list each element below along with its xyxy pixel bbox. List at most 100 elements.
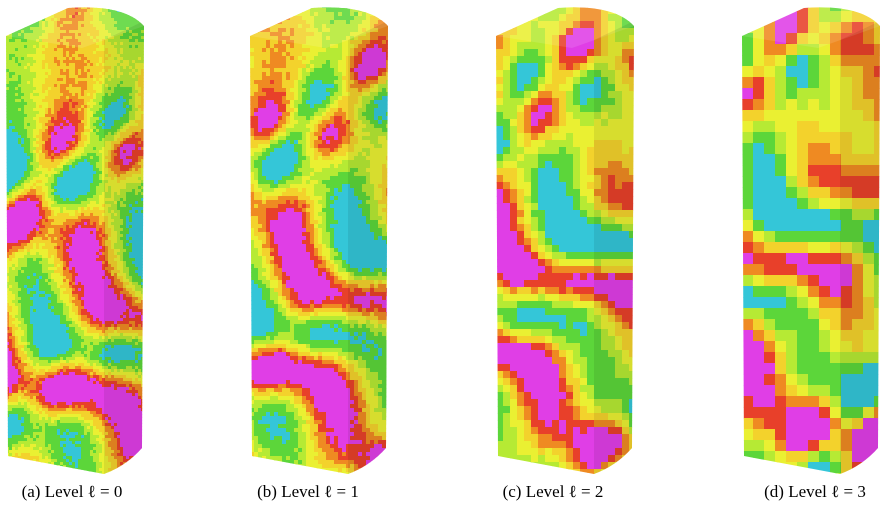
- texture-cell: [78, 156, 82, 160]
- texture-cell: [99, 294, 103, 298]
- texture-cell: [27, 78, 31, 82]
- texture-cell: [15, 141, 19, 145]
- texture-cell: [51, 165, 55, 169]
- texture-cell: [90, 174, 94, 178]
- texture-cell: [51, 153, 55, 157]
- texture-cell: [36, 237, 40, 241]
- texture-cell: [18, 63, 22, 67]
- texture-cell: [81, 225, 85, 229]
- texture-cell: [69, 186, 73, 190]
- texture-cell: [27, 129, 31, 133]
- texture-cell: [15, 93, 19, 97]
- texture-cell: [30, 6, 34, 10]
- texture-cell: [123, 6, 127, 10]
- texture-cell: [78, 75, 82, 79]
- texture-cell: [9, 69, 13, 73]
- texture-cell: [63, 72, 67, 76]
- texture-cell: [18, 3, 22, 7]
- texture-cell: [36, 285, 40, 289]
- texture-cell: [54, 309, 58, 313]
- texture-cell: [96, 96, 100, 100]
- texture-cell: [18, 126, 22, 130]
- texture-cell: [39, 99, 43, 103]
- texture-cell: [57, 123, 61, 127]
- texture-cell: [90, 300, 94, 304]
- texture-cell: [45, 84, 49, 88]
- texture-cell: [75, 285, 79, 289]
- texture-cell: [39, 249, 43, 253]
- texture-cell: [15, 54, 19, 58]
- texture-cell: [9, 126, 13, 130]
- texture-cell: [9, 72, 13, 76]
- texture-cell: [6, 273, 10, 277]
- texture-cell: [99, 231, 103, 235]
- texture-cell: [27, 240, 31, 244]
- texture-cell: [30, 150, 34, 154]
- texture-cell: [48, 75, 52, 79]
- texture-cell: [42, 63, 46, 67]
- texture-cell: [27, 18, 31, 22]
- texture-cell: [27, 75, 31, 79]
- texture-cell: [93, 63, 97, 67]
- texture-cell: [33, 294, 37, 298]
- texture-cell: [24, 147, 28, 151]
- texture-cell: [9, 300, 13, 304]
- texture-cell: [21, 273, 25, 277]
- texture-cell: [93, 162, 97, 166]
- texture-cell: [12, 12, 16, 16]
- texture-cell: [51, 231, 55, 235]
- texture-cell: [21, 258, 25, 262]
- texture-cell: [6, 183, 10, 187]
- texture-cell: [9, 294, 13, 298]
- texture-cell: [33, 15, 37, 19]
- texture-cell: [51, 204, 55, 208]
- texture-cell: [27, 201, 31, 205]
- texture-cell: [21, 249, 25, 253]
- texture-cell: [39, 243, 43, 247]
- texture-cell: [75, 99, 79, 103]
- texture-cell: [63, 66, 67, 70]
- texture-cell: [21, 162, 25, 166]
- texture-cell: [63, 204, 67, 208]
- texture-cell: [69, 267, 73, 271]
- texture-cell: [78, 3, 82, 7]
- texture-cell: [24, 279, 28, 283]
- texture-cell: [96, 225, 100, 229]
- texture-cell: [87, 222, 91, 226]
- texture-cell: [87, 234, 91, 238]
- texture-cell: [96, 60, 100, 64]
- texture-cell: [75, 252, 79, 256]
- texture-cell: [57, 210, 61, 214]
- texture-cell: [144, 21, 148, 25]
- texture-cell: [93, 273, 97, 277]
- texture-cell: [42, 159, 46, 163]
- texture-cell: [66, 153, 70, 157]
- texture-cell: [51, 291, 55, 295]
- texture-cell: [27, 276, 31, 280]
- texture-cell: [78, 294, 82, 298]
- texture-cell: [84, 231, 88, 235]
- texture-cell: [69, 273, 73, 277]
- texture-cell: [78, 225, 82, 229]
- texture-cell: [84, 69, 88, 73]
- texture-cell: [60, 204, 64, 208]
- texture-cell: [9, 66, 13, 70]
- texture-cell: [21, 132, 25, 136]
- texture-cell: [18, 270, 22, 274]
- texture-cell: [117, 3, 121, 7]
- texture-cell: [33, 276, 37, 280]
- texture-cell: [24, 6, 28, 10]
- texture-cell: [12, 144, 16, 148]
- texture-cell: [15, 18, 19, 22]
- texture-cell: [81, 258, 85, 262]
- texture-cell: [63, 144, 67, 148]
- texture-cell: [72, 57, 76, 61]
- texture-cell: [60, 252, 64, 256]
- texture-cell: [42, 81, 46, 85]
- texture-cell: [24, 144, 28, 148]
- texture-cell: [90, 153, 94, 157]
- texture-cell: [96, 78, 100, 82]
- texture-cell: [51, 129, 55, 133]
- texture-cell: [54, 96, 58, 100]
- texture-cell: [24, 264, 28, 268]
